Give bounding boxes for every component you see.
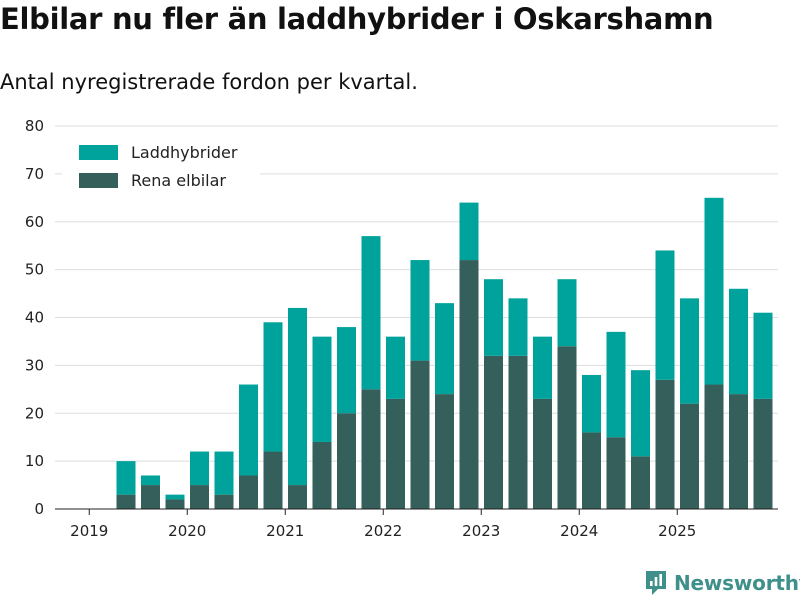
bar-laddhybrider xyxy=(239,384,258,476)
bar-laddhybrider xyxy=(337,327,356,414)
bar-rena-elbilar xyxy=(655,379,675,509)
bar-rena-elbilar xyxy=(435,394,454,509)
bar-rena-elbilar xyxy=(386,398,405,509)
x-tick-label: 2021 xyxy=(266,522,304,540)
chart-subtitle: Antal nyregistrerade fordon per kvartal. xyxy=(0,70,418,94)
bar-laddhybrider xyxy=(459,202,479,261)
bar-rena-elbilar xyxy=(533,398,552,509)
x-tick-label: 2020 xyxy=(168,522,206,540)
x-tick-label: 2022 xyxy=(364,522,402,540)
bar-laddhybrider xyxy=(557,279,577,347)
bar-laddhybrider xyxy=(753,312,773,399)
bar-laddhybrider xyxy=(141,475,160,486)
bar-rena-elbilar xyxy=(680,403,699,509)
y-tick-label: 30 xyxy=(25,356,44,374)
x-tick-label: 2024 xyxy=(560,522,598,540)
bar-laddhybrider xyxy=(263,322,283,452)
y-tick-label: 60 xyxy=(25,213,44,231)
y-tick-label: 20 xyxy=(25,404,44,422)
bar-laddhybrider xyxy=(655,250,675,380)
bar-rena-elbilar xyxy=(312,441,332,509)
bar-rena-elbilar xyxy=(116,494,136,509)
bar-rena-elbilar xyxy=(459,260,479,509)
bar-rena-elbilar xyxy=(557,346,577,509)
legend-label: Laddhybrider xyxy=(131,143,238,162)
bar-laddhybrider xyxy=(508,298,528,356)
y-tick-label: 0 xyxy=(34,500,44,518)
bar-laddhybrider xyxy=(116,461,136,495)
bar-rena-elbilar xyxy=(141,485,160,509)
legend-swatch xyxy=(79,173,118,188)
bar-laddhybrider xyxy=(533,336,552,399)
bar-laddhybrider xyxy=(680,298,699,404)
bar-rena-elbilar xyxy=(508,355,528,509)
brand-name: Newsworthy xyxy=(674,571,800,595)
bar-laddhybrider xyxy=(386,336,405,399)
x-tick-label: 2019 xyxy=(70,522,108,540)
bar-laddhybrider xyxy=(312,336,332,442)
bar-laddhybrider xyxy=(631,370,650,457)
chart-title: Elbilar nu fler än laddhybrider i Oskars… xyxy=(0,2,714,36)
legend-swatch xyxy=(79,145,118,160)
bar-laddhybrider xyxy=(288,307,307,486)
y-tick-label: 80 xyxy=(25,117,44,135)
legend-label: Rena elbilar xyxy=(131,171,226,190)
bar-rena-elbilar xyxy=(263,451,283,509)
x-tick-label: 2023 xyxy=(462,522,500,540)
bar-laddhybrider xyxy=(435,303,454,395)
y-tick-label: 50 xyxy=(25,261,44,279)
bar-rena-elbilar xyxy=(484,355,503,509)
bar-rena-elbilar xyxy=(239,475,258,509)
bar-laddhybrider xyxy=(484,279,503,356)
bar-laddhybrider xyxy=(190,451,209,486)
brand-logo: Newsworthy xyxy=(644,569,800,597)
bar-laddhybrider xyxy=(165,494,185,500)
bar-rena-elbilar xyxy=(214,494,234,509)
y-tick-label: 40 xyxy=(25,309,44,327)
bar-laddhybrider xyxy=(361,236,381,390)
y-tick-label: 70 xyxy=(25,165,44,183)
bar-rena-elbilar xyxy=(753,398,773,509)
bar-laddhybrider xyxy=(729,288,748,395)
bar-rena-elbilar xyxy=(631,456,650,509)
bar-rena-elbilar xyxy=(165,499,185,509)
y-tick-label: 10 xyxy=(25,452,44,470)
bar-rena-elbilar xyxy=(606,437,626,509)
bar-rena-elbilar xyxy=(337,413,356,509)
bar-laddhybrider xyxy=(410,260,430,361)
bar-laddhybrider xyxy=(704,197,724,385)
bar-laddhybrider xyxy=(214,451,234,495)
bar-rena-elbilar xyxy=(729,394,748,509)
newsworthy-logo-icon xyxy=(646,571,666,595)
bar-rena-elbilar xyxy=(361,389,381,509)
bar-rena-elbilar xyxy=(410,360,430,509)
bar-rena-elbilar xyxy=(288,485,307,509)
bar-laddhybrider xyxy=(582,374,601,433)
x-tick-label: 2025 xyxy=(658,522,696,540)
bar-laddhybrider xyxy=(606,331,626,438)
bar-rena-elbilar xyxy=(704,384,724,509)
bar-rena-elbilar xyxy=(190,485,209,509)
bar-rena-elbilar xyxy=(582,432,601,509)
